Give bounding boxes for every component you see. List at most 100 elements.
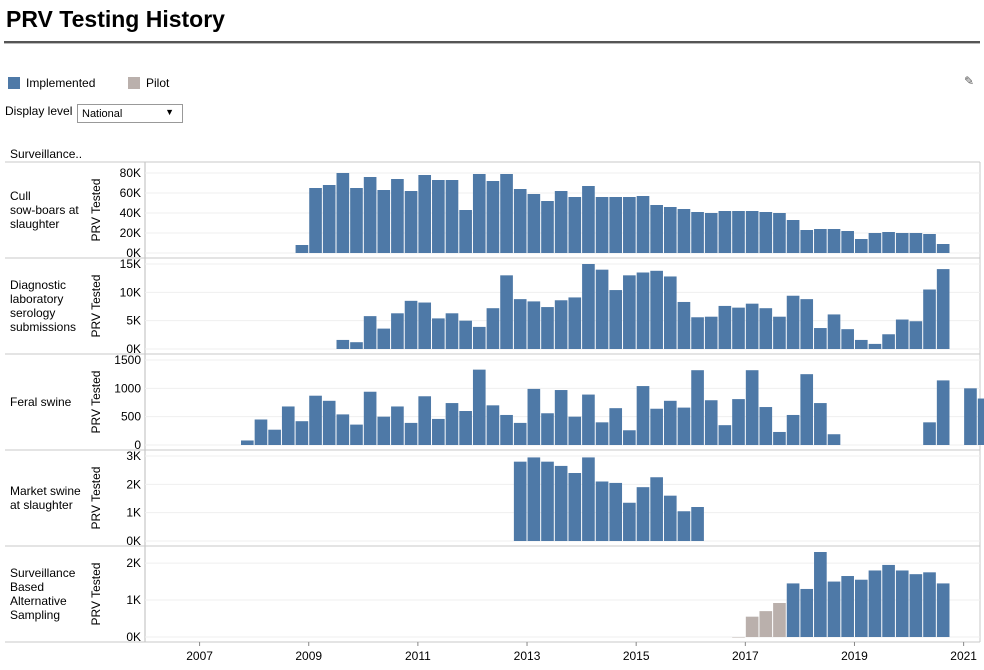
bar-implemented — [459, 210, 472, 253]
x-tick-label: 2007 — [186, 649, 213, 663]
legend-item-implemented[interactable]: Implemented — [8, 75, 95, 91]
bar-implemented — [827, 434, 841, 445]
bar-implemented — [336, 414, 350, 445]
x-tick-label: 2009 — [295, 649, 322, 663]
bar-implemented — [718, 305, 732, 349]
bar-implemented — [663, 276, 677, 349]
bar-implemented — [936, 269, 950, 349]
bar-implemented — [445, 403, 459, 445]
bar-implemented — [527, 194, 541, 253]
row-label: Market swine at slaughter — [10, 484, 81, 512]
y-tick-label: 2K — [126, 556, 141, 570]
bar-implemented — [595, 481, 609, 541]
x-tick-label: 2013 — [514, 649, 541, 663]
y-axis-title: PRV Tested — [89, 563, 103, 626]
row-label-line: Alternative — [10, 594, 67, 608]
legend-item-pilot[interactable]: Pilot — [128, 75, 169, 91]
bar-implemented — [623, 275, 636, 349]
row-label-line: Market swine — [10, 484, 81, 498]
bar-implemented — [936, 380, 950, 445]
bar-implemented — [472, 326, 486, 349]
y-tick-label: 1000 — [114, 381, 141, 395]
bar-implemented — [909, 321, 923, 349]
bar-implemented — [268, 429, 281, 445]
legend-swatch-implemented — [8, 77, 20, 89]
bar-implemented — [704, 400, 718, 445]
bar-implemented — [609, 482, 623, 541]
bar-implemented — [800, 299, 814, 349]
bar-implemented — [895, 319, 909, 349]
bar-implemented — [964, 388, 977, 445]
bar-implemented — [336, 173, 350, 253]
bar-implemented — [527, 301, 541, 349]
row-label-line: Cull — [10, 189, 31, 203]
bar-implemented — [814, 229, 827, 253]
display-level-label: Display level — [5, 104, 73, 118]
row-label-line: laboratory — [10, 292, 63, 306]
bar-implemented — [568, 297, 582, 349]
bar-implemented — [363, 177, 377, 253]
y-tick-label: 2K — [126, 477, 141, 491]
y-tick-label: 60K — [120, 186, 141, 200]
y-tick-label: 80K — [120, 166, 141, 180]
bar-implemented — [786, 414, 800, 445]
y-tick-label: 0K — [126, 534, 141, 548]
bar-implemented — [854, 339, 868, 349]
bar-implemented — [704, 316, 718, 349]
bar-implemented — [500, 275, 513, 349]
bar-implemented — [281, 406, 295, 445]
bar-implemented — [404, 191, 418, 253]
bar-implemented — [718, 211, 732, 253]
bar-implemented — [568, 473, 582, 541]
bar-implemented — [745, 303, 759, 349]
bar-implemented — [595, 269, 609, 349]
bar-implemented — [677, 209, 691, 253]
bar-implemented — [786, 583, 800, 637]
bar-implemented — [923, 289, 936, 349]
bar-implemented — [786, 220, 800, 253]
bar-implemented — [936, 244, 950, 253]
page-title: PRV Testing History — [6, 6, 225, 32]
title-divider — [4, 41, 980, 44]
bar-implemented — [663, 495, 677, 541]
bar-implemented — [500, 414, 513, 445]
pencil-icon[interactable]: ✎ — [964, 74, 975, 88]
bar-implemented — [582, 186, 595, 253]
bar-implemented — [882, 232, 895, 253]
bar-pilot — [745, 616, 759, 637]
bar-implemented — [472, 369, 486, 445]
bar-implemented — [418, 396, 432, 445]
row-label-line: Surveillance — [10, 566, 76, 580]
bar-implemented — [527, 457, 541, 541]
bar-implemented — [895, 233, 909, 253]
bar-implemented — [513, 461, 527, 541]
bar-implemented — [363, 316, 377, 349]
bar-implemented — [923, 422, 936, 445]
legend-label-implemented: Implemented — [26, 76, 96, 90]
bar-implemented — [513, 189, 527, 253]
bar-implemented — [582, 457, 595, 541]
bar-implemented — [554, 465, 568, 541]
bar-implemented — [814, 552, 827, 637]
bar-implemented — [350, 188, 363, 253]
bar-implemented — [445, 180, 459, 253]
row-label-line: submissions — [10, 320, 76, 334]
row-label: Feral swine — [10, 395, 72, 409]
bar-implemented — [814, 403, 827, 445]
bar-implemented — [418, 302, 432, 349]
bar-implemented — [432, 180, 445, 253]
bar-implemented — [418, 175, 432, 253]
bar-implemented — [595, 422, 609, 445]
bar-implemented — [541, 307, 554, 349]
legend-label-pilot: Pilot — [146, 76, 170, 90]
bar-implemented — [745, 370, 759, 445]
bar-implemented — [432, 418, 445, 445]
bar-implemented — [718, 425, 732, 445]
bar-implemented — [513, 299, 527, 349]
bar-implemented — [486, 181, 500, 253]
bar-implemented — [663, 207, 677, 253]
bar-implemented — [377, 328, 391, 349]
bar-implemented — [677, 407, 691, 445]
display-level-dropdown[interactable]: National ▼ — [77, 104, 183, 123]
bar-implemented — [827, 314, 841, 349]
